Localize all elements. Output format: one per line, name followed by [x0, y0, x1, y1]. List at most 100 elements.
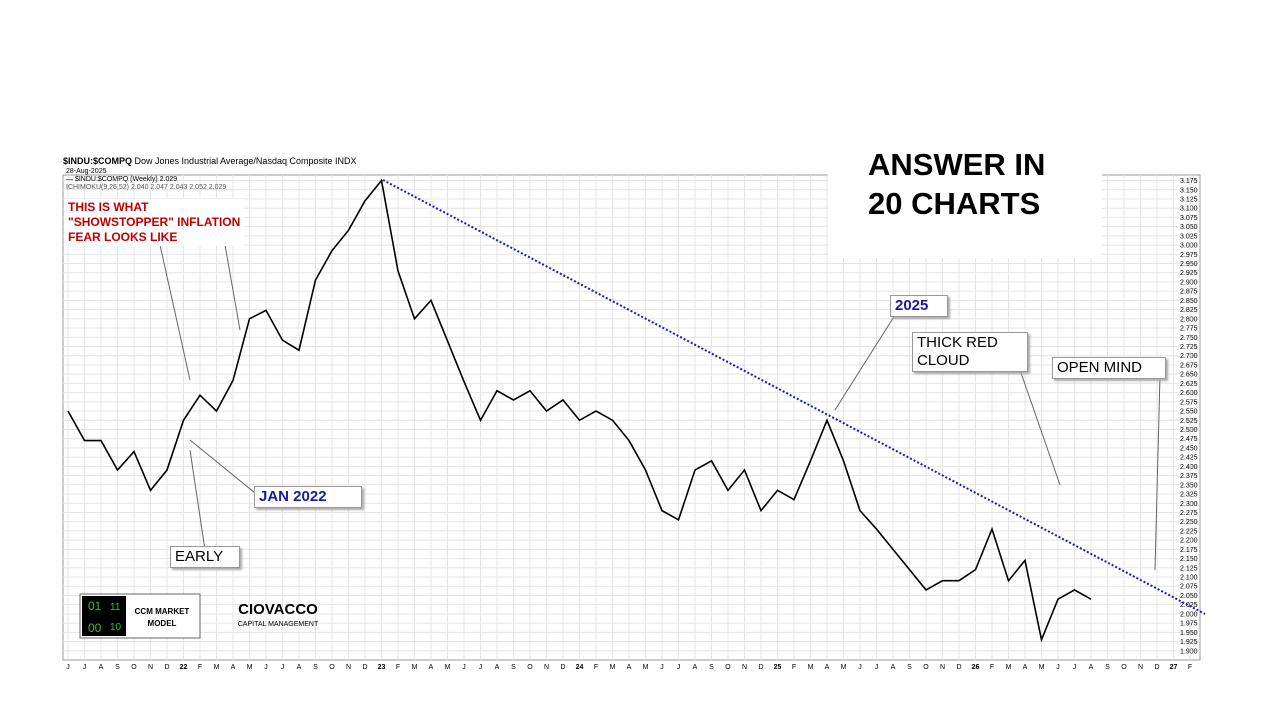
x-tick-label: A: [297, 664, 302, 671]
x-tick-label: S: [511, 664, 516, 671]
x-tick-label: O: [725, 664, 731, 671]
y-tick-label: 2.600: [1180, 390, 1198, 397]
annotation-line: "SHOWSTOPPER" INFLATION: [68, 215, 241, 229]
y-tick-label: 2.975: [1180, 252, 1198, 259]
logo-model: MODEL: [148, 619, 177, 628]
x-tick-label: F: [1188, 664, 1192, 671]
x-tick-label: M: [808, 664, 814, 671]
y-tick-label: 2.775: [1180, 326, 1198, 333]
x-tick-label: M: [643, 664, 649, 671]
y-tick-label: 3.050: [1180, 224, 1198, 231]
x-tick-label: O: [329, 664, 335, 671]
chart-date: 28-Aug-2025: [66, 168, 107, 175]
x-tick-label: N: [1138, 664, 1143, 671]
annotation: THICK RED CLOUD: [912, 332, 1028, 372]
x-tick-label: J: [281, 664, 285, 671]
x-tick-label: D: [164, 664, 169, 671]
x-tick-label: S: [907, 664, 912, 671]
x-tick-label: O: [527, 664, 533, 671]
price-line: [67, 178, 1092, 643]
annotation: JAN 2022: [254, 486, 362, 508]
x-tick-label: D: [758, 664, 763, 671]
y-tick-label: 2.925: [1180, 270, 1198, 277]
x-tick-label: M: [412, 664, 418, 671]
y-tick-label: 3.175: [1180, 178, 1198, 185]
x-tick-label: F: [594, 664, 598, 671]
y-tick-label: 3.075: [1180, 215, 1198, 222]
x-tick-label: N: [544, 664, 549, 671]
y-tick-label: 1.925: [1180, 639, 1198, 646]
x-tick-label: O: [1121, 664, 1127, 671]
logo-digit: 10: [110, 622, 122, 633]
y-tick-label: 2.850: [1180, 298, 1198, 305]
y-tick-label: 2.350: [1180, 482, 1198, 489]
y-tick-label: 2.625: [1180, 381, 1198, 388]
headline-box: [828, 140, 1102, 258]
y-tick-label: 1.950: [1180, 630, 1198, 637]
y-tick-label: 2.750: [1180, 335, 1198, 342]
y-tick-label: 2.800: [1180, 316, 1198, 323]
logo-brand: CIOVACCO: [238, 601, 318, 618]
y-tick-label: 2.725: [1180, 344, 1198, 351]
x-tick-label: 23: [378, 664, 386, 671]
x-tick-label: S: [1105, 664, 1110, 671]
y-tick-label: 1.975: [1180, 621, 1198, 628]
x-tick-label: F: [792, 664, 796, 671]
x-tick-label: J: [677, 664, 681, 671]
x-tick-label: M: [445, 664, 451, 671]
y-tick-label: 2.275: [1180, 510, 1198, 517]
annotation: EARLY: [170, 546, 240, 568]
x-tick-label: A: [99, 664, 104, 671]
x-tick-label: A: [231, 664, 236, 671]
x-tick-label: S: [115, 664, 120, 671]
x-tick-label: J: [264, 664, 268, 671]
x-tick-label: J: [875, 664, 879, 671]
x-tick-label: A: [825, 664, 830, 671]
x-tick-label: M: [610, 664, 616, 671]
x-tick-label: A: [429, 664, 434, 671]
y-tick-label: 2.450: [1180, 445, 1198, 452]
x-tick-label: A: [693, 664, 698, 671]
y-tick-label: 3.025: [1180, 233, 1198, 240]
y-tick-label: 2.200: [1180, 538, 1198, 545]
logo-digit: 00: [88, 621, 102, 635]
y-tick-label: 2.650: [1180, 372, 1198, 379]
x-tick-label: N: [346, 664, 351, 671]
x-tick-label: O: [923, 664, 929, 671]
y-tick-label: 2.700: [1180, 353, 1198, 360]
x-tick-label: S: [313, 664, 318, 671]
y-tick-label: 2.675: [1180, 362, 1198, 369]
x-tick-label: D: [560, 664, 565, 671]
y-tick-label: 3.000: [1180, 243, 1198, 250]
y-tick-label: 2.500: [1180, 427, 1198, 434]
annotation: OPEN MIND: [1052, 357, 1166, 379]
y-tick-label: 2.125: [1180, 565, 1198, 572]
x-tick-label: N: [148, 664, 153, 671]
logo-digit: 01: [88, 599, 102, 613]
y-tick-label: 2.375: [1180, 473, 1198, 480]
annotation-line: CLOUD: [917, 352, 970, 369]
x-tick-label: A: [1089, 664, 1094, 671]
x-tick-label: S: [709, 664, 714, 671]
x-tick-label: F: [396, 664, 400, 671]
y-tick-label: 2.825: [1180, 307, 1198, 314]
y-tick-label: 2.050: [1180, 593, 1198, 600]
annotation-line: FEAR LOOKS LIKE: [68, 230, 178, 244]
logo-digits-bg: [82, 596, 126, 636]
x-tick-label: M: [214, 664, 220, 671]
headline: ANSWER IN: [868, 147, 1045, 182]
legend-entry: — $INDU:$COMPQ (Weekly) 2.029: [66, 176, 177, 183]
y-tick-label: 2.575: [1180, 399, 1198, 406]
y-tick-label: 2.300: [1180, 501, 1198, 508]
x-tick-label: A: [891, 664, 896, 671]
x-tick-label: A: [1023, 664, 1028, 671]
x-tick-label: N: [742, 664, 747, 671]
y-tick-label: 2.400: [1180, 464, 1198, 471]
y-tick-label: 2.075: [1180, 584, 1198, 591]
x-tick-label: J: [479, 664, 483, 671]
y-tick-label: 2.900: [1180, 279, 1198, 286]
x-tick-label: J: [660, 664, 664, 671]
x-tick-label: 27: [1170, 664, 1178, 671]
trendline: [382, 179, 1206, 615]
